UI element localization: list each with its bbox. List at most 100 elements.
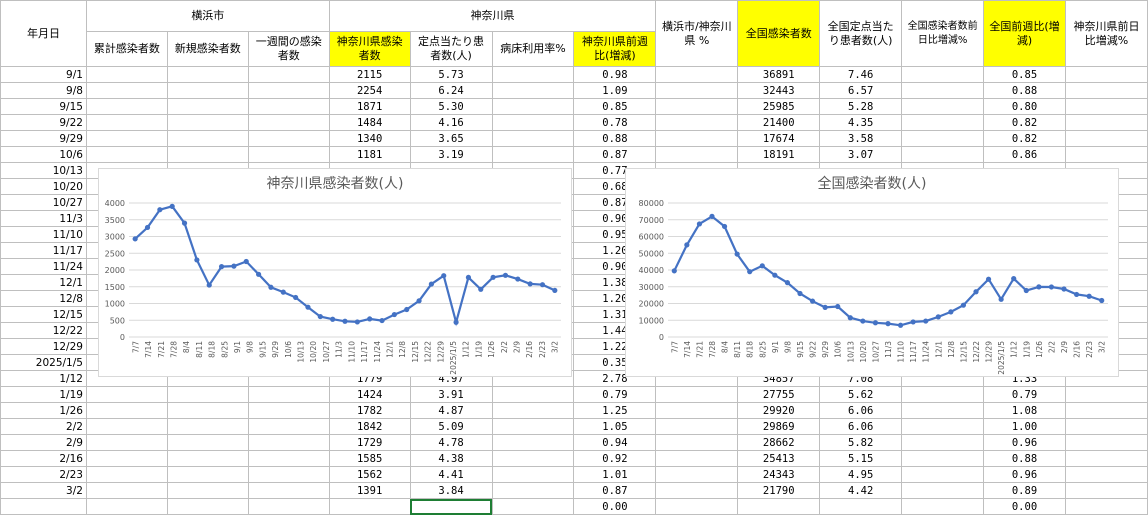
date-cell[interactable]: 11/3: [0, 210, 87, 227]
empty-cell[interactable]: [655, 418, 739, 435]
national-cases-chart[interactable]: 全国感染者数(人) 0 10000 20000 30000 40000 50000 60000…: [625, 168, 1119, 377]
date-cell[interactable]: 11/10: [0, 226, 87, 243]
value-cell[interactable]: 4.95: [819, 466, 903, 483]
empty-cell[interactable]: [901, 418, 985, 435]
date-cell[interactable]: 1/26: [0, 402, 87, 419]
date-cell[interactable]: 12/1: [0, 274, 87, 291]
value-cell[interactable]: 4.41: [409, 466, 493, 483]
empty-cell[interactable]: [901, 146, 985, 163]
empty-cell[interactable]: [1064, 130, 1148, 147]
value-cell[interactable]: 7.46: [819, 66, 903, 83]
empty-cell[interactable]: [85, 386, 168, 403]
empty-cell[interactable]: [901, 114, 985, 131]
empty-cell[interactable]: [85, 466, 168, 483]
empty-cell[interactable]: [655, 130, 739, 147]
empty-cell[interactable]: [491, 434, 575, 451]
value-cell[interactable]: 0.89: [983, 482, 1066, 499]
empty-cell[interactable]: [1064, 66, 1148, 83]
date-cell[interactable]: 2/9: [0, 434, 87, 451]
empty-cell[interactable]: [166, 450, 249, 467]
value-cell[interactable]: 24343: [737, 466, 821, 483]
kanagawa-cases-chart[interactable]: 神奈川県感染者数(人) 0 500 1000 1500 2000 2500 3000 3500 4…: [98, 168, 572, 377]
value-cell[interactable]: 18191: [737, 146, 821, 163]
value-cell[interactable]: 4.35: [819, 114, 903, 131]
date-cell[interactable]: 9/1: [0, 66, 87, 83]
header-national-cases[interactable]: 全国感染者数: [737, 0, 821, 67]
empty-cell[interactable]: [85, 434, 168, 451]
value-cell[interactable]: 5.09: [409, 418, 493, 435]
header-national-week-over-week[interactable]: 全国前週比(増減): [983, 0, 1066, 67]
value-cell[interactable]: 0.82: [983, 130, 1066, 147]
empty-cell[interactable]: [901, 466, 985, 483]
header-kanagawa-week-over-week[interactable]: 神奈川県前週比(増減): [573, 31, 657, 67]
value-cell[interactable]: 1562: [328, 466, 411, 483]
empty-cell[interactable]: [655, 66, 739, 83]
empty-cell[interactable]: [901, 66, 985, 83]
empty-cell[interactable]: [655, 450, 739, 467]
date-cell[interactable]: 10/27: [0, 194, 87, 211]
value-cell[interactable]: 1.09: [573, 82, 657, 99]
empty-cell[interactable]: [85, 130, 168, 147]
empty-cell[interactable]: [655, 386, 739, 403]
value-cell[interactable]: [737, 498, 821, 515]
date-cell[interactable]: 2/2: [0, 418, 87, 435]
empty-cell[interactable]: [491, 146, 575, 163]
empty-cell[interactable]: [166, 482, 249, 499]
value-cell[interactable]: 0.79: [573, 386, 657, 403]
value-cell[interactable]: 32443: [737, 82, 821, 99]
value-cell[interactable]: 5.82: [819, 434, 903, 451]
empty-cell[interactable]: [1064, 434, 1148, 451]
date-cell[interactable]: 2025/1/5: [0, 354, 87, 371]
empty-cell[interactable]: [85, 66, 168, 83]
value-cell[interactable]: 1391: [328, 482, 411, 499]
value-cell[interactable]: 0.88: [573, 130, 657, 147]
date-cell[interactable]: 1/12: [0, 370, 87, 387]
value-cell[interactable]: 1585: [328, 450, 411, 467]
empty-cell[interactable]: [1064, 418, 1148, 435]
empty-cell[interactable]: [655, 498, 739, 515]
empty-cell[interactable]: [166, 66, 249, 83]
value-cell[interactable]: 3.65: [409, 130, 493, 147]
empty-cell[interactable]: [85, 98, 168, 115]
value-cell[interactable]: 1729: [328, 434, 411, 451]
value-cell[interactable]: 0.94: [573, 434, 657, 451]
empty-cell[interactable]: [166, 434, 249, 451]
empty-cell[interactable]: [901, 98, 985, 115]
value-cell[interactable]: 6.06: [819, 402, 903, 419]
value-cell[interactable]: 1.00: [983, 418, 1066, 435]
empty-cell[interactable]: [901, 498, 985, 515]
empty-cell[interactable]: [901, 434, 985, 451]
value-cell[interactable]: 4.38: [409, 450, 493, 467]
empty-cell[interactable]: [901, 82, 985, 99]
empty-cell[interactable]: [901, 450, 985, 467]
date-cell[interactable]: 9/15: [0, 98, 87, 115]
empty-cell[interactable]: [247, 450, 330, 467]
header-yokohama[interactable]: 横浜市: [85, 0, 330, 32]
header-kanagawa-bed-usage[interactable]: 病床利用率%: [491, 31, 575, 67]
date-cell[interactable]: 2/16: [0, 450, 87, 467]
empty-cell[interactable]: [247, 482, 330, 499]
date-cell[interactable]: 9/8: [0, 82, 87, 99]
empty-cell[interactable]: [655, 434, 739, 451]
empty-cell[interactable]: [85, 402, 168, 419]
empty-cell[interactable]: [166, 418, 249, 435]
value-cell[interactable]: 1340: [328, 130, 411, 147]
empty-cell[interactable]: [655, 482, 739, 499]
empty-cell[interactable]: [655, 82, 739, 99]
empty-cell[interactable]: [491, 482, 575, 499]
empty-cell[interactable]: [655, 402, 739, 419]
value-cell[interactable]: 1842: [328, 418, 411, 435]
empty-cell[interactable]: [1064, 402, 1148, 419]
empty-cell[interactable]: [901, 386, 985, 403]
empty-cell[interactable]: [901, 130, 985, 147]
date-cell[interactable]: 1/19: [0, 386, 87, 403]
value-cell[interactable]: 1424: [328, 386, 411, 403]
header-national-day-over-day[interactable]: 全国感染者数前日比増減%: [901, 0, 985, 67]
empty-cell[interactable]: [491, 418, 575, 435]
empty-cell[interactable]: [491, 114, 575, 131]
empty-cell[interactable]: [1064, 82, 1148, 99]
empty-cell[interactable]: [491, 386, 575, 403]
value-cell[interactable]: 5.62: [819, 386, 903, 403]
empty-cell[interactable]: [166, 466, 249, 483]
value-cell[interactable]: 1181: [328, 146, 411, 163]
